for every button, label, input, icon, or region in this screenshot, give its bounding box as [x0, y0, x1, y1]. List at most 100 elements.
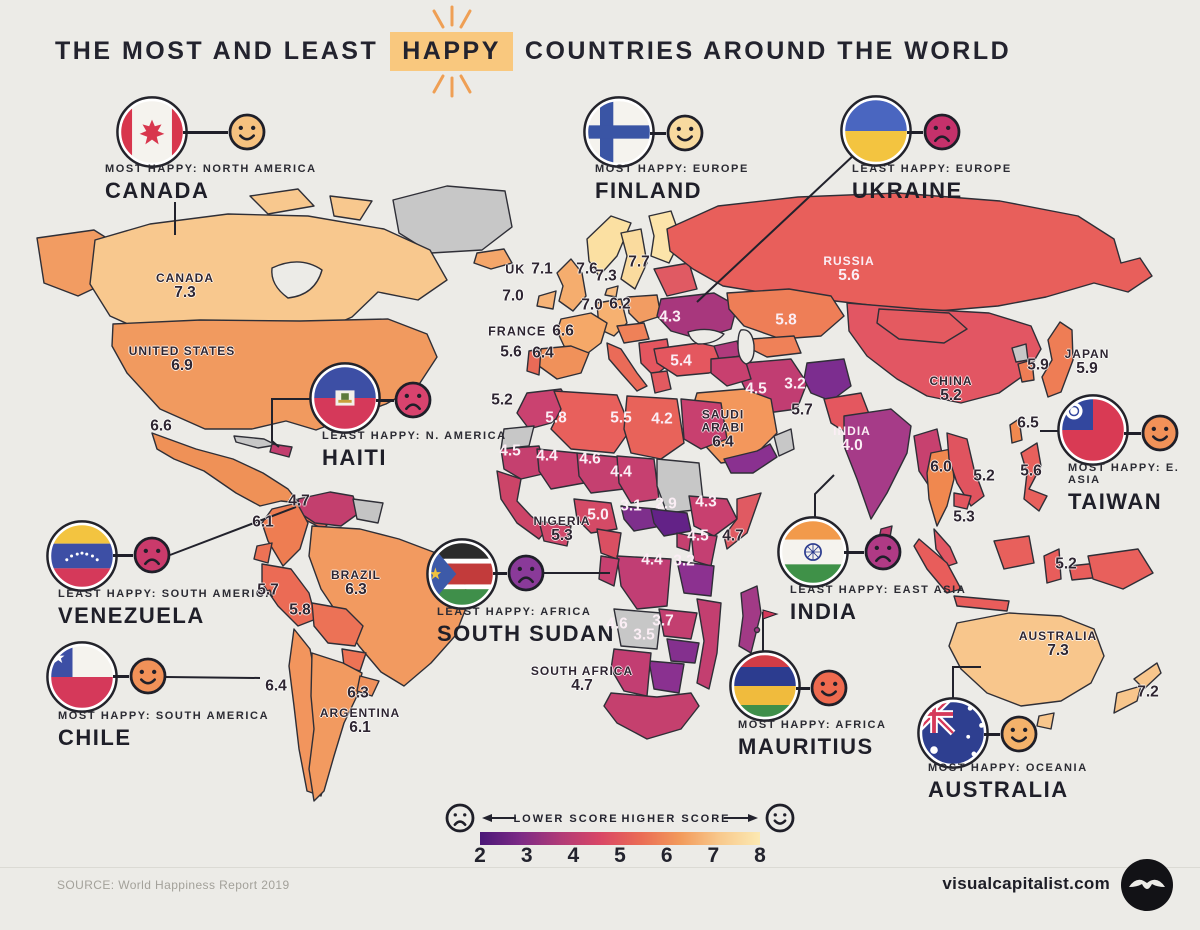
- mauritius-pin-icon: [762, 609, 779, 620]
- map-region: [1043, 548, 1062, 584]
- india-flag-icon: [775, 514, 851, 595]
- callout-taiwan: MOST HAPPY: E. ASIA TAIWAN: [1068, 462, 1200, 515]
- callout-country-name: FINLAND: [595, 178, 703, 203]
- map-region: [814, 474, 835, 523]
- callout-category: LEAST HAPPY: N. AMERICA: [322, 430, 507, 442]
- callout-india: LEAST HAPPY: EAST ASIA INDIA: [790, 584, 966, 625]
- happy-face-icon: [998, 713, 1040, 760]
- callout-chile: MOST HAPPY: SOUTH AMERICA CHILE: [58, 710, 269, 751]
- region-france: [556, 312, 608, 357]
- legend-sad-face-icon: [443, 801, 477, 835]
- haiti-flag-icon: [307, 360, 383, 441]
- map-region: [604, 285, 619, 298]
- sad-face-icon: [131, 534, 173, 581]
- map-region: [610, 648, 652, 697]
- map-region: [953, 492, 972, 510]
- happy-face-icon: [1139, 412, 1181, 459]
- map-region: [169, 506, 297, 556]
- callout-category: MOST HAPPY: EUROPE: [595, 163, 749, 175]
- region-angola: [613, 608, 662, 650]
- title-prefix: THE MOST AND LEAST: [55, 37, 379, 65]
- happy-face-icon: [127, 655, 169, 702]
- callout-ukraine: LEAST HAPPY: EUROPE UKRAINE: [852, 163, 1012, 204]
- score-legend: LOWER SCORE HIGHER SCORE 2 3 4 5 6 7 8: [438, 794, 802, 864]
- region-drc: [616, 555, 672, 610]
- callout-south-sudan: LEAST HAPPY: AFRICA SOUTH SUDAN: [437, 606, 615, 647]
- legend-gradient-bar: [480, 832, 760, 845]
- mauritius-flag-icon: [727, 648, 803, 729]
- region-philippines: [1020, 442, 1048, 512]
- title-highlight: HAPPY: [390, 5, 513, 98]
- callout-connector: [796, 686, 810, 690]
- region-russia: [666, 192, 1153, 312]
- sad-face-icon: [392, 379, 434, 426]
- region-japan: [1041, 321, 1074, 398]
- legend-tick: 7: [707, 844, 719, 864]
- title-suffix: COUNTRIES AROUND THE WORLD: [524, 37, 1012, 65]
- callout-country-name: CANADA: [105, 178, 210, 203]
- region-italy: [606, 342, 648, 392]
- taiwan-flag-icon: [1055, 392, 1131, 473]
- region-poland: [626, 294, 662, 324]
- region-hudson-bay: [271, 261, 323, 299]
- map-region: [676, 532, 692, 552]
- region-mexico: [151, 432, 300, 507]
- callout-category: MOST HAPPY: E. ASIA: [1068, 462, 1180, 486]
- region-taiwan: [1009, 418, 1023, 444]
- map-region: [536, 448, 585, 490]
- callout-category: MOST HAPPY: AFRICA: [738, 719, 887, 731]
- region-colombia: [261, 502, 309, 567]
- map-region: [696, 153, 856, 303]
- page-title: THE MOST AND LEAST HAPPY COUNTRIES AROUN…: [55, 5, 1012, 98]
- map-region: [576, 452, 625, 494]
- callout-australia: MOST HAPPY: OCEANIA AUSTRALIA: [928, 762, 1088, 803]
- sunburst-top-icon: [432, 5, 472, 29]
- callout-country-name: UKRAINE: [852, 178, 963, 203]
- region-india: [843, 408, 912, 520]
- region-australia: [948, 612, 1105, 707]
- map-region: [271, 398, 316, 448]
- callout-country-name: VENEZUELA: [58, 603, 205, 628]
- callout-canada: MOST HAPPY: NORTH AMERICA CANADA: [105, 163, 317, 204]
- callout-connector: [650, 131, 666, 135]
- map-region: [253, 542, 273, 564]
- footer-divider: [0, 867, 1200, 868]
- map-region: [616, 455, 660, 504]
- callout-connector: [376, 398, 394, 402]
- callout-category: LEAST HAPPY: EUROPE: [852, 163, 1012, 175]
- map-region: [753, 626, 761, 634]
- callout-category: LEAST HAPPY: AFRICA: [437, 606, 592, 618]
- region-haiti: [269, 443, 293, 458]
- sad-face-icon: [505, 552, 547, 599]
- higher-arrow-icon: [724, 814, 758, 822]
- map-region: [933, 528, 958, 567]
- callout-category: LEAST HAPPY: EAST ASIA: [790, 584, 967, 596]
- callout-haiti: LEAST HAPPY: N. AMERICA HAITI: [322, 430, 507, 471]
- region-uk: [556, 258, 587, 312]
- callout-country-name: SOUTH SUDAN: [437, 621, 615, 646]
- callout-country-name: CHILE: [58, 725, 132, 750]
- map-region: [598, 555, 620, 587]
- map-region: [723, 492, 762, 550]
- region-greenland: [392, 185, 513, 254]
- sad-face-icon: [921, 111, 963, 158]
- legend-tick: 5: [614, 844, 626, 864]
- map-region: [913, 538, 962, 594]
- callout-connectors: [165, 153, 1063, 704]
- map-region: [1036, 712, 1055, 730]
- lower-arrow-icon: [482, 814, 516, 822]
- venezuela-flag-icon: [44, 518, 120, 599]
- map-region: [993, 535, 1035, 570]
- map-region: [616, 322, 650, 344]
- map-region: [356, 675, 380, 697]
- finland-flag-icon: [581, 94, 657, 175]
- map-region: [687, 328, 725, 345]
- region-egypt: [680, 398, 728, 450]
- callout-connector: [183, 130, 228, 134]
- callout-connector: [1124, 431, 1141, 435]
- map-region: [946, 432, 985, 507]
- higher-score-label: HIGHER SCORE: [622, 813, 731, 825]
- region-argentina: [308, 652, 363, 802]
- happy-face-icon: [808, 667, 850, 714]
